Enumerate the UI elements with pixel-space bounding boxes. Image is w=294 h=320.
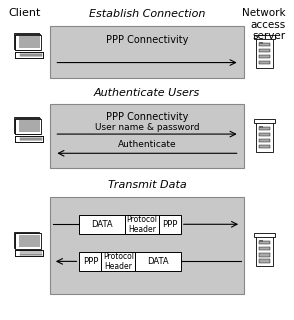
Bar bbox=[259, 55, 270, 58]
Bar bbox=[254, 35, 275, 38]
Bar bbox=[259, 247, 270, 251]
Bar bbox=[259, 42, 263, 44]
Bar bbox=[50, 197, 244, 294]
Bar bbox=[15, 136, 43, 142]
Text: Client: Client bbox=[9, 8, 41, 18]
Bar bbox=[259, 61, 270, 64]
Bar bbox=[159, 215, 181, 234]
Bar bbox=[15, 52, 43, 58]
Bar bbox=[256, 120, 273, 152]
Bar bbox=[101, 252, 135, 271]
Bar bbox=[259, 139, 270, 142]
Bar bbox=[15, 250, 43, 256]
Bar bbox=[259, 127, 270, 130]
Bar bbox=[16, 233, 41, 249]
Bar bbox=[14, 117, 39, 133]
Bar bbox=[16, 136, 44, 142]
Bar bbox=[15, 34, 40, 50]
Bar bbox=[259, 49, 270, 52]
Bar bbox=[259, 145, 270, 148]
Text: Authenticate: Authenticate bbox=[118, 140, 176, 149]
Text: DATA: DATA bbox=[91, 220, 113, 229]
Bar bbox=[259, 240, 263, 243]
Text: PPP Connectivity: PPP Connectivity bbox=[106, 112, 188, 122]
Bar bbox=[256, 235, 273, 267]
Text: PPP Connectivity: PPP Connectivity bbox=[106, 36, 188, 45]
Bar bbox=[125, 215, 159, 234]
Bar bbox=[259, 241, 270, 244]
Text: Network
access
server: Network access server bbox=[242, 8, 285, 41]
Text: PPP: PPP bbox=[162, 220, 178, 229]
Bar bbox=[19, 120, 40, 132]
Bar bbox=[15, 52, 43, 58]
Text: Protocol
Header: Protocol Header bbox=[103, 252, 134, 271]
Bar bbox=[14, 232, 39, 248]
Bar bbox=[15, 233, 40, 248]
Bar bbox=[135, 252, 181, 271]
Text: Establish Connection: Establish Connection bbox=[89, 9, 205, 19]
Text: Authenticate Users: Authenticate Users bbox=[94, 88, 200, 98]
Text: Protocol
Header: Protocol Header bbox=[126, 215, 157, 234]
Bar bbox=[16, 52, 44, 58]
Bar bbox=[254, 233, 275, 237]
Bar bbox=[259, 260, 270, 263]
Bar bbox=[254, 119, 275, 123]
Bar bbox=[256, 36, 273, 68]
Bar bbox=[15, 250, 43, 256]
Bar bbox=[16, 35, 41, 50]
Bar bbox=[19, 235, 40, 247]
Bar bbox=[259, 126, 263, 128]
Bar bbox=[19, 36, 40, 48]
Text: User name & password: User name & password bbox=[95, 123, 199, 132]
Bar bbox=[79, 252, 101, 271]
Bar bbox=[14, 34, 39, 49]
Bar bbox=[259, 133, 270, 136]
Text: PPP: PPP bbox=[83, 257, 98, 266]
Bar bbox=[79, 215, 125, 234]
Bar bbox=[16, 251, 44, 256]
Bar bbox=[259, 43, 270, 46]
Text: DATA: DATA bbox=[147, 257, 169, 266]
Bar bbox=[259, 253, 270, 257]
Bar bbox=[15, 118, 40, 134]
Bar bbox=[50, 104, 244, 168]
Bar bbox=[16, 119, 41, 134]
Bar bbox=[15, 136, 43, 142]
Text: Transmit Data: Transmit Data bbox=[108, 180, 186, 190]
Bar bbox=[50, 26, 244, 78]
